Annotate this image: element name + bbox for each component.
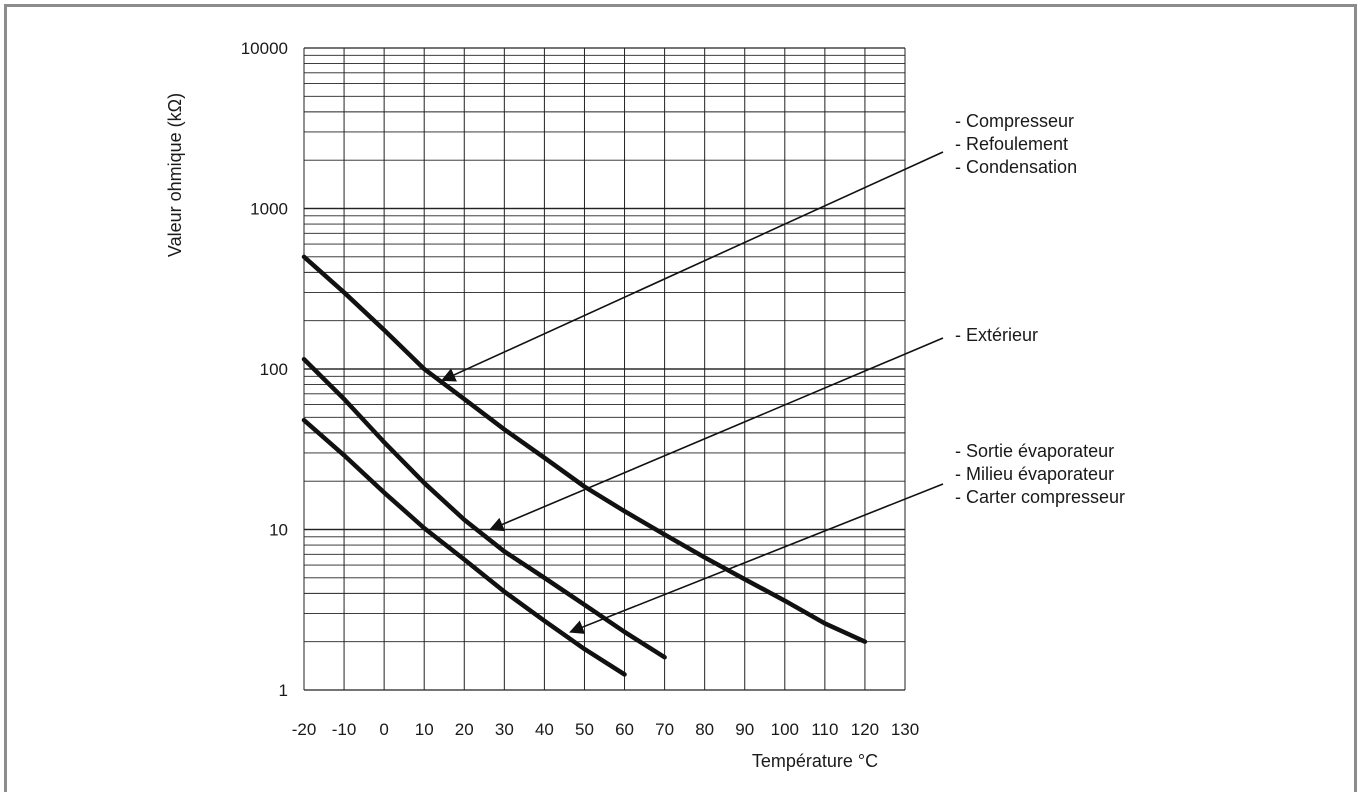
y-tick-label: 1000 (250, 200, 288, 219)
x-tick-label: -20 (292, 720, 317, 739)
y-axis-label: Valeur ohmique (kΩ) (165, 93, 185, 257)
y-tick-label: 100 (260, 360, 288, 379)
x-tick-label: 80 (695, 720, 714, 739)
annotation-label: - Extérieur (955, 325, 1038, 345)
y-tick-label: 10 (269, 521, 288, 540)
annotation-arrow-3 (569, 483, 944, 634)
annotations: - Compresseur - Refoulement - Condensation… (440, 111, 1125, 634)
curve-series-1 (301, 254, 868, 644)
x-tick-label: 50 (575, 720, 594, 739)
curve-series-2 (301, 357, 667, 660)
annotation-label: - Sortie évaporateur (955, 441, 1114, 461)
x-tick-label: 20 (455, 720, 474, 739)
grid (303, 47, 906, 691)
annotation-arrow-1 (440, 151, 944, 382)
y-tick-label: 1 (279, 681, 288, 700)
x-tick-label: 10 (415, 720, 434, 739)
annotation-label: - Compresseur (955, 111, 1074, 131)
x-tick-label: -10 (332, 720, 357, 739)
curve-series-3 (301, 417, 627, 677)
x-tick-label: 0 (379, 720, 388, 739)
y-tick-label: 10000 (241, 39, 288, 58)
x-tick-label: 30 (495, 720, 514, 739)
x-tick-label: 40 (535, 720, 554, 739)
x-axis-label: Température °C (752, 751, 878, 771)
annotation-label: - Milieu évaporateur (955, 464, 1114, 484)
x-tick-label: 100 (771, 720, 799, 739)
x-tick-label: 90 (735, 720, 754, 739)
annotation-label: - Condensation (955, 157, 1077, 177)
x-tick-label: 60 (615, 720, 634, 739)
annotation-arrow-2 (488, 337, 944, 532)
annotation-label: - Refoulement (955, 134, 1068, 154)
x-tick-label: 130 (891, 720, 919, 739)
annotation-label: - Carter compresseur (955, 487, 1125, 507)
x-tick-label: 110 (811, 720, 838, 739)
chart-frame (4, 4, 1357, 792)
x-tick-label: 120 (851, 720, 879, 739)
x-tick-label: 70 (655, 720, 674, 739)
tick-labels: -20 -10 0 10 20 30 40 50 60 70 80 90 100 110 120 130110… (241, 39, 919, 739)
